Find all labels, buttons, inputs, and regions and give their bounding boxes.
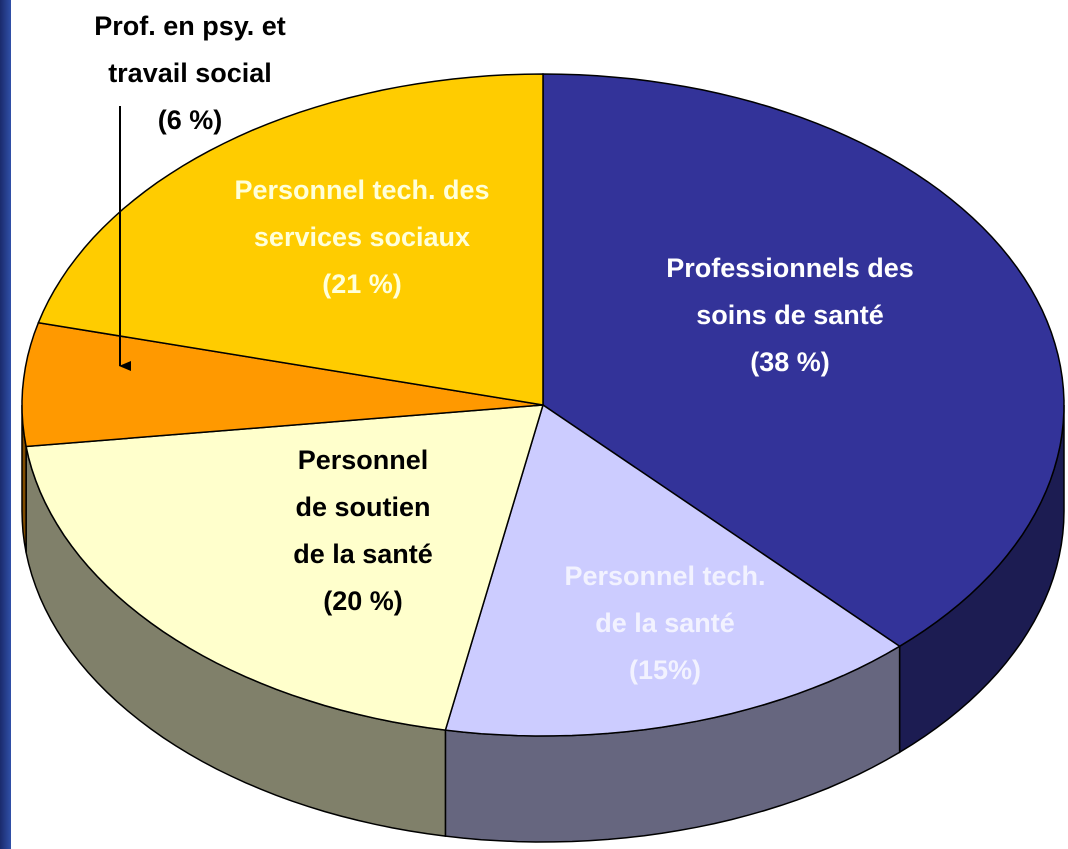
slice-label: de la santé xyxy=(293,539,433,569)
slice-label: Personnel xyxy=(298,445,429,475)
slice xyxy=(21,321,544,448)
slice xyxy=(25,404,545,731)
slice xyxy=(542,73,1065,648)
slice-label: Personnel tech. des xyxy=(234,175,489,205)
value-label: (38 %) xyxy=(750,347,830,377)
slice-label: services sociaux xyxy=(254,222,470,252)
value-label: (21 %) xyxy=(322,269,402,299)
value-label: (15%) xyxy=(629,655,701,685)
slice-label: Personnel tech. xyxy=(564,561,765,591)
slice-label: de la santé xyxy=(595,608,735,638)
value-label: (6 %) xyxy=(158,105,223,135)
slice-label: travail social xyxy=(108,58,272,88)
side-strip xyxy=(0,0,11,849)
slice-label: Professionnels des xyxy=(666,253,914,283)
labels: Professionnels des soins de santé (38 %) Pe… xyxy=(94,11,914,685)
slice-label: de soutien xyxy=(295,492,430,522)
slice xyxy=(37,73,544,406)
slice-label: soins de santé xyxy=(696,300,884,330)
slice xyxy=(444,403,902,737)
pie-tops xyxy=(21,73,1065,737)
slice-label: Prof. en psy. et xyxy=(94,11,286,41)
value-label: (20 %) xyxy=(323,586,403,616)
